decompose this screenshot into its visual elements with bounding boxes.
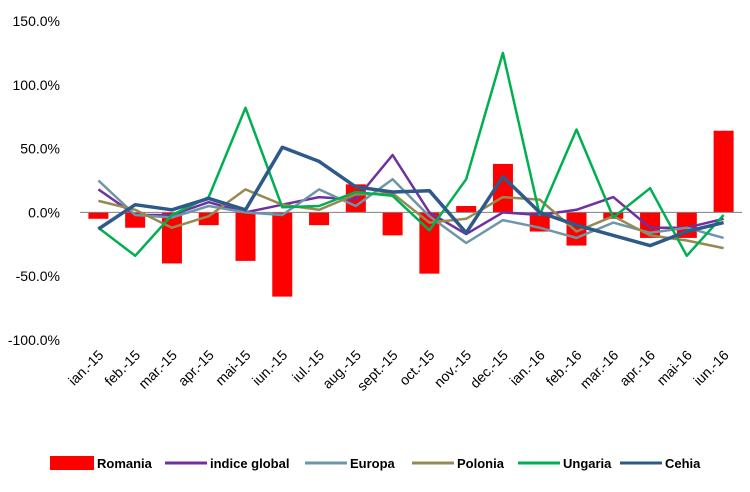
bar-romania [713, 130, 734, 213]
x-tick-label: iun.-16 [690, 347, 732, 389]
x-tick-label: oct.-15 [396, 347, 438, 389]
line-series [97, 51, 725, 258]
bar-romania [235, 212, 256, 261]
x-tick-label: mai-15 [212, 347, 254, 389]
bar-romania [198, 212, 219, 226]
x-tick-label: ian.-16 [506, 347, 548, 389]
bar-romania [382, 212, 403, 236]
bar-romania [456, 206, 477, 213]
bar-romania [272, 212, 293, 297]
x-tick-label: dec.-15 [467, 347, 511, 391]
x-tick-label: mar.-15 [135, 347, 180, 392]
x-tick-label: apr.-15 [175, 347, 217, 389]
line-cehia [97, 145, 725, 248]
x-tick-label: iun.-15 [249, 347, 291, 389]
y-tick-label: 150.0% [13, 13, 60, 29]
legend-label: Ungaria [563, 456, 612, 471]
legend-label: Romania [97, 456, 153, 471]
bar-romania [309, 212, 330, 226]
bar-romania [88, 212, 109, 219]
x-tick-label: mai-16 [653, 347, 695, 389]
y-tick-label: 100.0% [13, 77, 60, 93]
y-tick-label: -100.0% [8, 332, 60, 348]
x-tick-label: nov.-15 [431, 347, 475, 391]
line-indice-global [97, 153, 724, 236]
legend-swatch [50, 456, 94, 470]
y-axis-labels: -100.0% -50.0% 0.0% 50.0% 100.0% 150.0% [8, 13, 60, 348]
legend-label: Cehia [665, 456, 701, 471]
x-tick-label: apr.-16 [616, 347, 658, 389]
line-europa [97, 177, 724, 245]
y-tick-label: 0.0% [28, 204, 60, 220]
bar-romania [419, 212, 440, 274]
x-axis-labels: ian.-15feb.-15mar.-15apr.-15mai-15iun.-1… [65, 347, 732, 394]
legend-label: indice global [210, 456, 289, 471]
legend: Romania indice global Europa Polonia Ungaria… [50, 456, 701, 471]
y-tick-label: 50.0% [20, 141, 60, 157]
line-polonia [98, 188, 724, 250]
x-tick-label: mar.-16 [577, 347, 622, 392]
x-tick-label: sept.-15 [354, 347, 401, 394]
y-tick-label: -50.0% [16, 268, 60, 284]
bar-romania [161, 212, 182, 264]
legend-label: Europa [350, 456, 396, 471]
x-tick-label: ian.-15 [65, 347, 107, 389]
legend-label: Polonia [457, 456, 505, 471]
